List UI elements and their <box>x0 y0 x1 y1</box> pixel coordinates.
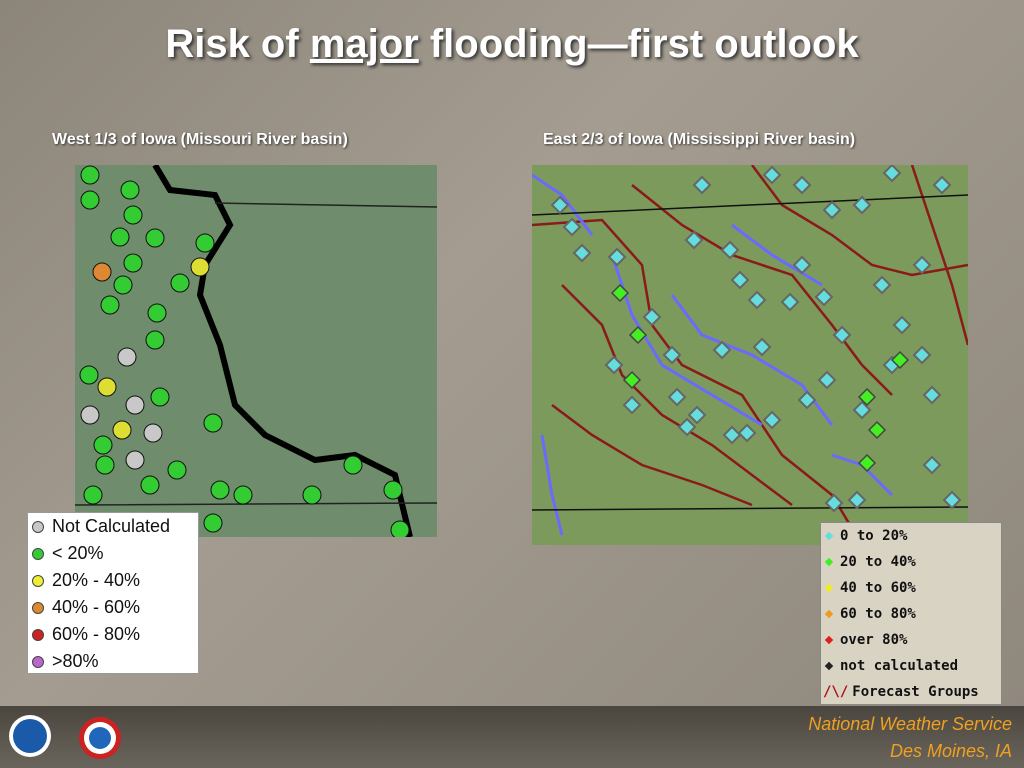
legend-label: 0 to 20% <box>840 528 908 544</box>
legend-entry: /\/Forecast Groups <box>821 679 1001 705</box>
footer-organization: National Weather Service <box>808 714 1012 734</box>
legend-label: >80% <box>52 651 99 671</box>
legend-label: not calculated <box>840 658 959 674</box>
legend-entry: over 80% <box>821 627 1001 653</box>
legend-entry: 40 to 60% <box>821 575 1001 601</box>
west-legend: Not Calculated < 20% 20% - 40% 40% - 60%… <box>27 512 199 674</box>
legend-entry: 20% - 40% <box>28 567 198 594</box>
east-legend: 0 to 20% 20 to 40% 40 to 60% 60 to 80% o… <box>820 522 1002 705</box>
west-map <box>75 165 437 537</box>
legend-entry: 60 to 80% <box>821 601 1001 627</box>
slide-title: Risk of major flooding—first outlook <box>0 22 1024 67</box>
legend-label: Not Calculated <box>52 516 171 536</box>
legend-label: 60% - 80% <box>52 624 141 644</box>
legend-entry: 60% - 80% <box>28 621 198 648</box>
right-caption: East 2/3 of Iowa (Mississippi River basi… <box>543 131 856 148</box>
title-part: flooding—first outlook <box>418 22 859 66</box>
legend-label: 20% - 40% <box>52 570 141 590</box>
logos <box>9 715 121 759</box>
legend-entry: Not Calculated <box>28 513 198 540</box>
east-map <box>532 165 968 545</box>
legend-label: 40% - 60% <box>52 597 141 617</box>
title-part: Risk of <box>165 22 310 66</box>
legend-entry: 20 to 40% <box>821 549 1001 575</box>
legend-label: < 20% <box>52 543 104 563</box>
title-emphasis: major <box>309 22 419 66</box>
legend-label: 20 to 40% <box>840 554 916 570</box>
legend-label: 60 to 80% <box>840 606 916 622</box>
legend-label: Forecast Groups <box>852 684 979 700</box>
legend-entry: 40% - 60% <box>28 594 198 621</box>
footer-office: Des Moines, IA <box>889 741 1012 761</box>
footer: National Weather Service Des Moines, IA <box>0 706 1024 768</box>
legend-entry: < 20% <box>28 540 198 567</box>
left-caption: West 1/3 of Iowa (Missouri River basin) <box>52 131 348 148</box>
legend-entry: not calculated <box>821 653 1001 679</box>
legend-label: 40 to 60% <box>840 580 916 596</box>
legend-entry: 0 to 20% <box>821 523 1001 549</box>
legend-label: over 80% <box>840 632 908 648</box>
legend-entry: >80% <box>28 648 198 675</box>
